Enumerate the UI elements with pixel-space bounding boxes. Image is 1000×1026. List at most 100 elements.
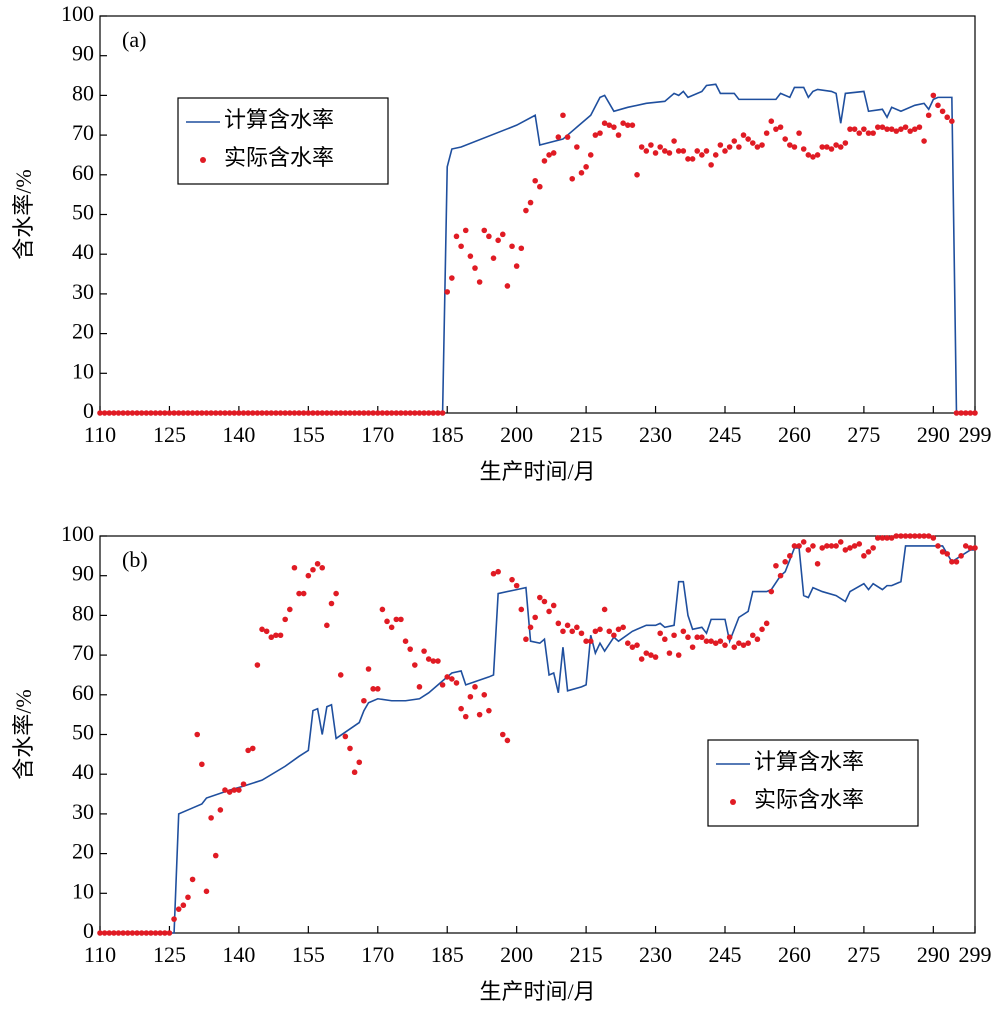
scatter-point: [694, 634, 701, 641]
scatter-point: [624, 122, 631, 128]
scatter-point: [370, 410, 376, 416]
scatter-point: [97, 410, 103, 416]
scatter-point: [351, 410, 358, 416]
scatter-point: [615, 626, 622, 633]
scatter-point: [902, 124, 909, 130]
scatter-point: [722, 148, 728, 154]
scatter-point: [962, 543, 969, 549]
scatter-point: [328, 600, 335, 607]
scatter-point: [314, 560, 321, 567]
scatter-point: [657, 144, 663, 150]
scatter-point: [569, 628, 576, 635]
scatter-point: [356, 410, 363, 416]
scatter-point: [597, 130, 603, 136]
scatter-point: [921, 533, 927, 539]
scatter-point: [884, 535, 890, 541]
scatter-point: [560, 628, 566, 635]
x-tick-label: 275: [847, 422, 880, 447]
scatter-point: [194, 731, 201, 738]
x-tick-label: 245: [709, 942, 742, 967]
scatter-point: [212, 410, 219, 416]
scatter-point: [347, 745, 353, 752]
scatter-point: [430, 410, 437, 416]
scatter-point: [550, 602, 557, 609]
scatter-point: [208, 815, 214, 821]
y-axis-label: 含水率/%: [11, 689, 36, 779]
line-series: [100, 83, 975, 414]
scatter-point: [912, 126, 918, 132]
scatter-point: [958, 410, 964, 416]
scatter-point: [680, 628, 687, 635]
scatter-point: [523, 207, 529, 214]
scatter-point: [486, 707, 492, 714]
scatter-point: [212, 852, 219, 859]
scatter-point: [157, 410, 163, 416]
scatter-point: [152, 930, 159, 936]
y-tick-label: 20: [72, 319, 94, 344]
scatter-point: [166, 930, 173, 936]
scatter-point: [819, 545, 826, 551]
scatter-point: [703, 148, 710, 154]
scatter-point: [249, 745, 256, 752]
y-tick-label: 0: [83, 918, 94, 943]
scatter-point: [703, 638, 710, 645]
scatter-point: [972, 545, 978, 551]
scatter-point: [953, 410, 960, 416]
scatter-point: [314, 410, 321, 416]
scatter-point: [157, 930, 163, 936]
x-tick-label: 170: [361, 942, 394, 967]
scatter-point: [699, 634, 705, 641]
scatter-point: [745, 640, 751, 646]
scatter-point: [916, 124, 923, 130]
scatter-point: [629, 644, 636, 650]
scatter-point: [842, 547, 849, 553]
scatter-point: [814, 560, 821, 567]
scatter-point: [884, 126, 890, 132]
scatter-point: [388, 410, 395, 416]
x-tick-label: 155: [292, 422, 325, 447]
scatter-point: [828, 543, 835, 549]
x-tick-label: 110: [84, 422, 116, 447]
scatter-point: [300, 590, 307, 597]
scatter-point: [601, 606, 608, 613]
scatter-point: [731, 644, 738, 650]
scatter-point: [120, 410, 126, 416]
y-tick-label: 40: [72, 239, 94, 264]
scatter-point: [486, 233, 492, 240]
x-tick-label: 200: [500, 422, 533, 447]
scatter-point: [282, 616, 288, 623]
scatter-point: [967, 410, 974, 416]
scatter-point: [374, 686, 381, 692]
scatter-point: [768, 118, 775, 125]
scatter-point: [263, 628, 270, 635]
x-axis-label: 生产时间/月: [479, 459, 595, 484]
scatter-point: [740, 642, 747, 648]
scatter-point: [324, 410, 330, 416]
scatter-point: [138, 410, 145, 416]
y-tick-label: 50: [72, 720, 94, 745]
scatter-point: [726, 634, 733, 641]
scatter-point: [254, 662, 261, 668]
scatter-point: [509, 243, 515, 250]
scatter-point: [287, 606, 293, 613]
scatter-point: [226, 789, 233, 795]
scatter-point: [430, 658, 437, 664]
scatter-point: [564, 134, 571, 140]
scatter-point: [888, 535, 895, 541]
scatter-point: [268, 634, 275, 641]
scatter-point: [259, 410, 265, 416]
scatter-point: [962, 410, 969, 416]
scatter-point: [699, 152, 705, 158]
scatter-point: [291, 410, 298, 416]
scatter-point: [606, 628, 613, 635]
scatter-point: [287, 410, 293, 416]
scatter-point: [865, 130, 872, 136]
scatter-point: [810, 154, 816, 160]
scatter-point: [481, 692, 488, 698]
scatter-point: [254, 410, 261, 416]
scatter-point: [592, 132, 599, 138]
scatter-point: [115, 410, 122, 416]
scatter-point: [333, 590, 339, 597]
x-tick-label: 170: [361, 422, 394, 447]
